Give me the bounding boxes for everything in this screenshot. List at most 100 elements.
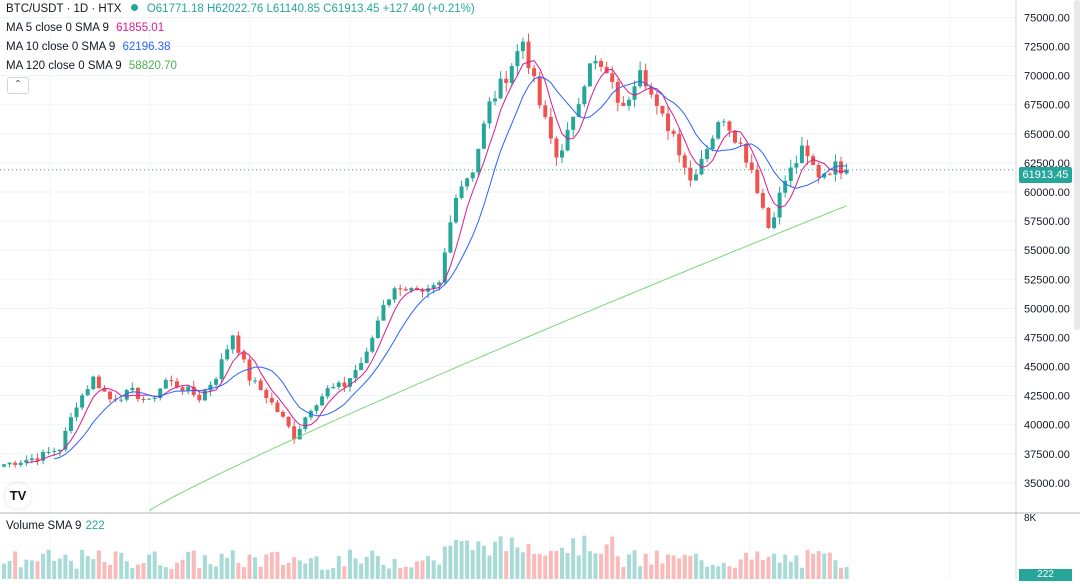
volume-bar xyxy=(766,556,771,579)
candle-body xyxy=(459,186,464,198)
volume-bar xyxy=(548,550,553,579)
indicator-ma5[interactable]: MA 5 close 0 SMA 9 61855.01 xyxy=(6,22,164,34)
indicator-ma120[interactable]: MA 120 close 0 SMA 9 58820.70 xyxy=(6,60,177,72)
candle-body xyxy=(442,252,447,283)
candle-body xyxy=(202,390,207,401)
volume-bar xyxy=(666,554,671,579)
price-scale-scrollbar[interactable] xyxy=(1074,0,1080,330)
candle-body xyxy=(822,173,827,178)
volume-bar xyxy=(18,567,23,579)
candle-body xyxy=(788,167,793,181)
volume-bar xyxy=(537,553,542,579)
candle-body xyxy=(844,169,849,174)
candle-body xyxy=(560,150,564,158)
candle-body xyxy=(799,145,804,164)
candle-body xyxy=(297,428,302,440)
indicator-ma120-value: 58820.70 xyxy=(128,60,177,72)
volume-bar xyxy=(303,563,308,579)
volume-bar xyxy=(459,541,464,579)
candle-body xyxy=(626,99,631,106)
volume-bar xyxy=(504,551,509,579)
candle-body xyxy=(275,402,280,412)
candle-body xyxy=(169,380,174,382)
volume-bar xyxy=(74,568,79,579)
candle-body xyxy=(833,161,838,175)
candle-body xyxy=(682,155,687,168)
candle-body xyxy=(29,458,34,461)
y-tick-label: 60000.00 xyxy=(1024,187,1070,199)
tradingview-logo-icon[interactable]: TV xyxy=(5,483,31,509)
y-tick-label: 67500.00 xyxy=(1024,100,1070,112)
volume-bar xyxy=(833,560,838,579)
indicator-ma5-label: MA 5 close 0 SMA 9 xyxy=(6,22,109,34)
candle-body xyxy=(336,382,341,387)
candle-body xyxy=(269,397,274,403)
candle-body xyxy=(481,123,486,149)
symbol-legend[interactable]: BTC/USDT · 1D · HTX O61771.18 H62022.76 … xyxy=(6,3,475,15)
candle-body xyxy=(671,130,676,134)
volume-bar xyxy=(152,551,157,579)
volume-bar xyxy=(41,553,46,579)
volume-bar xyxy=(325,569,330,579)
candle-body xyxy=(448,222,453,253)
volume-bar xyxy=(604,544,609,579)
candle-body xyxy=(710,138,715,150)
volume-bar xyxy=(565,553,570,579)
y-tick-label: 42500.00 xyxy=(1024,391,1070,403)
volume-bar xyxy=(682,554,687,579)
candle-body xyxy=(487,101,492,124)
candle-body xyxy=(587,63,592,87)
candle-body xyxy=(677,133,682,156)
candle-body xyxy=(705,149,710,159)
candle-body xyxy=(102,388,107,392)
volume-bar xyxy=(481,545,486,579)
symbol-title[interactable]: BTC/USDT · 1D · HTX xyxy=(6,3,122,15)
candle-body xyxy=(721,121,726,123)
candle-body xyxy=(331,386,336,389)
candle-body xyxy=(381,305,386,321)
candle-body xyxy=(91,376,96,390)
ohlc-open: O61771.18 xyxy=(146,3,204,15)
volume-legend[interactable]: Volume SMA 9 222 xyxy=(6,520,105,532)
volume-bar xyxy=(91,559,96,579)
volume-bar xyxy=(180,559,185,579)
volume-last-label: 222 xyxy=(1019,569,1072,581)
candle-body xyxy=(85,389,90,396)
candle-body xyxy=(364,351,369,364)
candle-body xyxy=(57,449,62,452)
volume-bar xyxy=(772,553,777,579)
candle-body xyxy=(264,390,269,398)
volume-bar xyxy=(626,554,631,579)
volume-bar xyxy=(738,559,743,579)
candle-body xyxy=(292,426,297,440)
volume-bar xyxy=(169,569,174,579)
volume-bar xyxy=(113,551,118,579)
indicator-ma10-value: 62196.38 xyxy=(122,41,171,53)
candle-body xyxy=(532,68,537,77)
volume-bar xyxy=(124,561,129,579)
indicator-ma10[interactable]: MA 10 close 0 SMA 9 62196.38 xyxy=(6,41,170,53)
candle-body xyxy=(599,60,604,67)
volume-bar xyxy=(236,562,241,579)
volume-value: 222 xyxy=(85,520,105,532)
volume-bar xyxy=(677,558,682,579)
candle-body xyxy=(693,174,698,181)
volume-bar xyxy=(186,551,191,579)
candle-body xyxy=(537,76,542,106)
candle-body xyxy=(258,380,263,391)
candle-body xyxy=(342,382,347,387)
candle-body xyxy=(749,162,754,170)
candle-body xyxy=(320,396,325,406)
volume-bar xyxy=(2,563,6,579)
candle-body xyxy=(811,156,816,165)
volume-bar xyxy=(576,555,581,579)
candle-body xyxy=(241,352,246,360)
candle-body xyxy=(554,138,559,158)
volume-bar xyxy=(258,566,263,579)
volume-bar xyxy=(292,557,297,579)
indicator-ma120-label: MA 120 close 0 SMA 9 xyxy=(6,60,122,72)
collapse-legend-button[interactable]: ⌃ xyxy=(7,77,29,94)
volume-bar xyxy=(716,566,721,579)
y-tick-label: 65000.00 xyxy=(1024,129,1070,141)
